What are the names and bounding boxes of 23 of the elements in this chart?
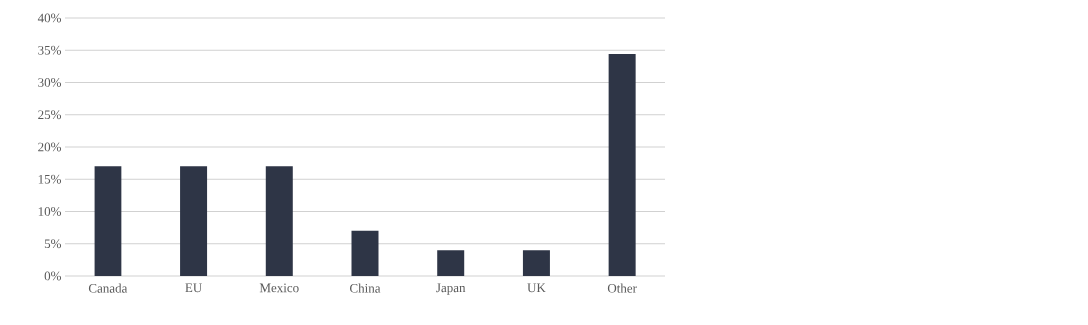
- y-tick-label: 25%: [38, 110, 62, 120]
- bar: [265, 166, 293, 276]
- y-tick-label: 30%: [38, 78, 62, 87]
- y-tick-label: 40%: [37, 13, 62, 23]
- x-tick-label: EU: [185, 283, 202, 293]
- y-tick-label: 20%: [38, 142, 62, 152]
- y-tick-label: 35%: [38, 45, 62, 55]
- x-tick-label: Japan: [436, 283, 466, 295]
- x-tick-label: Canada: [88, 283, 128, 293]
- x-tick-label: China: [350, 283, 381, 293]
- y-tick-label: 10%: [38, 207, 62, 216]
- bar: [94, 166, 122, 276]
- x-tick-label: Other: [607, 283, 637, 293]
- x-tick-label: UK: [527, 283, 546, 293]
- y-tick-label: 15%: [38, 174, 62, 184]
- bar: [351, 230, 379, 276]
- bar: [437, 250, 465, 276]
- bar: [180, 166, 208, 276]
- x-tick-label: Mexico: [259, 283, 299, 293]
- bar: [522, 250, 550, 276]
- y-tick-label: 5%: [44, 239, 62, 249]
- bar: [608, 54, 636, 276]
- y-tick-label: 0%: [44, 271, 62, 281]
